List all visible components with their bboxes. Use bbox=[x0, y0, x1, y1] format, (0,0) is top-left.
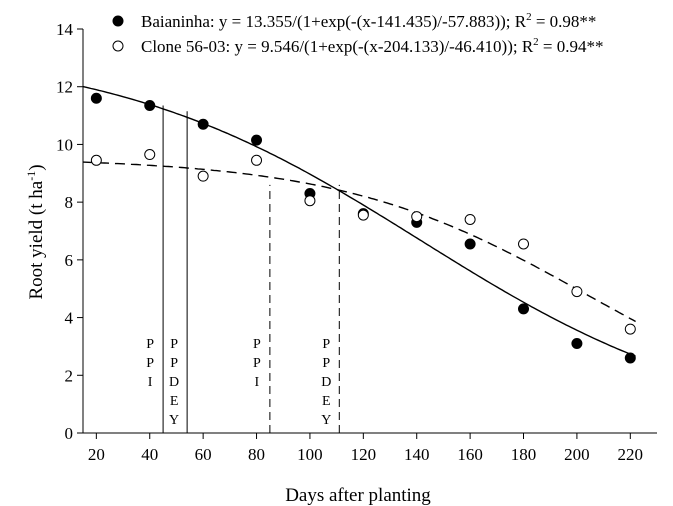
reference-line-label: E bbox=[322, 394, 331, 409]
data-point bbox=[357, 209, 369, 221]
data-point bbox=[304, 195, 316, 207]
data-point bbox=[90, 92, 102, 104]
x-axis-ticks: 20 40 60 80 100 120 140 160 180 200 220 bbox=[88, 433, 643, 464]
legend-marker-baianinha bbox=[112, 15, 124, 27]
legend-label-clone-56-03: Clone 56-03: y = 9.546/(1+exp(-(x-204.13… bbox=[141, 36, 604, 56]
data-point bbox=[464, 238, 476, 250]
y-tick-label: 4 bbox=[65, 309, 74, 328]
data-point bbox=[464, 213, 476, 225]
data-point bbox=[571, 338, 583, 350]
fitted-curve bbox=[82, 161, 636, 323]
y-axis-ticks: 0 2 4 6 8 10 12 14 bbox=[56, 20, 83, 443]
legend-r2-value-baianinha: = 0.98** bbox=[532, 12, 597, 31]
y-tick-label: 0 bbox=[65, 424, 74, 443]
reference-line-label: P bbox=[322, 356, 330, 371]
x-tick-label: 220 bbox=[618, 445, 644, 464]
reference-line-label: P bbox=[322, 337, 330, 352]
data-point bbox=[624, 352, 636, 364]
x-tick-label: 120 bbox=[351, 445, 377, 464]
x-tick-label: 60 bbox=[195, 445, 212, 464]
data-point bbox=[197, 170, 209, 182]
y-tick-label: 10 bbox=[56, 135, 73, 154]
y-axis-label-close: ) bbox=[26, 164, 47, 170]
reference-line-label: P bbox=[170, 337, 178, 352]
y-axis-label-unit-exponent: -1 bbox=[24, 171, 38, 181]
data-point bbox=[90, 154, 102, 166]
data-point bbox=[251, 134, 263, 146]
legend-r2-sup-baianinha: 2 bbox=[526, 11, 532, 23]
reference-line-label: Y bbox=[321, 413, 331, 428]
x-tick-label: 160 bbox=[457, 445, 483, 464]
y-tick-label: 8 bbox=[65, 193, 74, 212]
reference-line-label: D bbox=[321, 375, 331, 390]
fitted-curves bbox=[82, 85, 636, 357]
y-tick-label: 12 bbox=[56, 78, 73, 97]
y-axis-label: Root yield (t ha-1) bbox=[24, 164, 47, 299]
reference-line-label: P bbox=[253, 356, 261, 371]
data-point bbox=[571, 286, 583, 298]
x-axis-label: Days after planting bbox=[285, 485, 431, 506]
legend-marker-clone-56-03 bbox=[112, 40, 124, 52]
x-tick-label: 20 bbox=[88, 445, 105, 464]
reference-line-label: P bbox=[253, 337, 261, 352]
data-point bbox=[411, 211, 423, 223]
legend-r2-value-clone-56-03: = 0.94** bbox=[539, 37, 604, 56]
legend-equation-baianinha: Baianinha: y = 13.355/(1+exp(-(x-141.435… bbox=[141, 12, 527, 31]
data-point bbox=[624, 323, 636, 335]
y-tick-label: 6 bbox=[65, 251, 74, 270]
fitted-curve bbox=[82, 85, 636, 357]
legend: Baianinha: y = 13.355/(1+exp(-(x-141.435… bbox=[112, 11, 604, 56]
x-tick-label: 40 bbox=[141, 445, 158, 464]
data-point bbox=[251, 154, 263, 166]
reference-line-label: Y bbox=[169, 413, 179, 428]
data-point bbox=[144, 149, 156, 161]
y-tick-label: 14 bbox=[56, 20, 74, 39]
x-tick-label: 140 bbox=[404, 445, 430, 464]
legend-equation-clone-56-03: Clone 56-03: y = 9.546/(1+exp(-(x-204.13… bbox=[141, 37, 534, 56]
reference-line-label: P bbox=[146, 337, 154, 352]
reference-line-label: P bbox=[170, 356, 178, 371]
reference-line-label: E bbox=[170, 394, 179, 409]
reference-line-label: D bbox=[169, 375, 179, 390]
legend-r2-sup-clone-56-03: 2 bbox=[533, 36, 539, 48]
legend-label-baianinha: Baianinha: y = 13.355/(1+exp(-(x-141.435… bbox=[141, 11, 596, 31]
data-point bbox=[197, 118, 209, 130]
data-points bbox=[90, 92, 636, 364]
data-point bbox=[144, 99, 156, 111]
x-tick-label: 100 bbox=[297, 445, 323, 464]
y-tick-label: 2 bbox=[65, 366, 74, 385]
x-tick-label: 180 bbox=[511, 445, 537, 464]
axes bbox=[82, 29, 657, 434]
x-tick-label: 80 bbox=[248, 445, 265, 464]
x-tick-label: 200 bbox=[564, 445, 590, 464]
reference-line-label: I bbox=[255, 375, 260, 390]
reference-line-label: P bbox=[146, 356, 154, 371]
y-axis-label-main: Root yield (t ha bbox=[26, 180, 47, 299]
data-point bbox=[518, 303, 530, 315]
data-point bbox=[518, 238, 530, 250]
reference-line-label: I bbox=[148, 375, 153, 390]
